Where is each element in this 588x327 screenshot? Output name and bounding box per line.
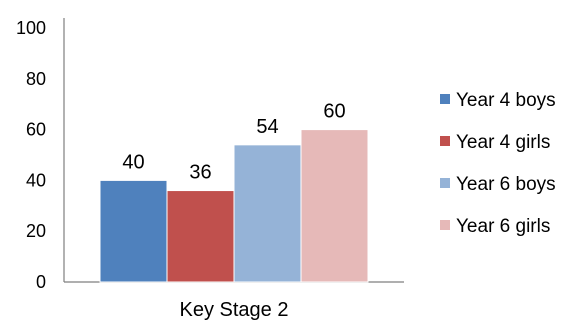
y-tick-label: 20 xyxy=(26,221,46,241)
bar xyxy=(300,129,369,283)
legend-swatch xyxy=(440,220,450,230)
y-tick-label: 0 xyxy=(36,272,46,292)
y-tick-label: 40 xyxy=(26,170,46,190)
legend-label: Year 4 girls xyxy=(456,132,550,153)
y-axis: 0 20 40 60 80 100 xyxy=(16,18,65,292)
y-tick-label: 100 xyxy=(16,18,46,38)
bar xyxy=(99,179,168,283)
legend-label: Year 6 boys xyxy=(456,174,556,195)
legend: Year 4 boys Year 4 girls Year 6 boys Year 6… xyxy=(440,90,556,237)
legend-swatch xyxy=(440,94,450,104)
data-label: 54 xyxy=(256,116,278,138)
legend-swatch xyxy=(440,136,450,146)
legend-label: Year 6 girls xyxy=(456,216,550,237)
bar-group xyxy=(99,129,369,283)
data-label: 36 xyxy=(189,162,211,184)
legend-swatch xyxy=(440,178,450,188)
legend-label: Year 4 boys xyxy=(456,90,556,111)
x-axis: Key Stage 2 xyxy=(64,281,404,321)
y-tick-label: 60 xyxy=(26,120,46,140)
bar xyxy=(166,190,235,283)
y-tick-label: 80 xyxy=(26,69,46,89)
bar xyxy=(233,144,302,283)
data-label: 60 xyxy=(323,101,345,123)
data-labels: 40 36 54 60 xyxy=(122,101,345,184)
data-label: 40 xyxy=(122,151,144,173)
x-category-label: Key Stage 2 xyxy=(180,299,289,321)
